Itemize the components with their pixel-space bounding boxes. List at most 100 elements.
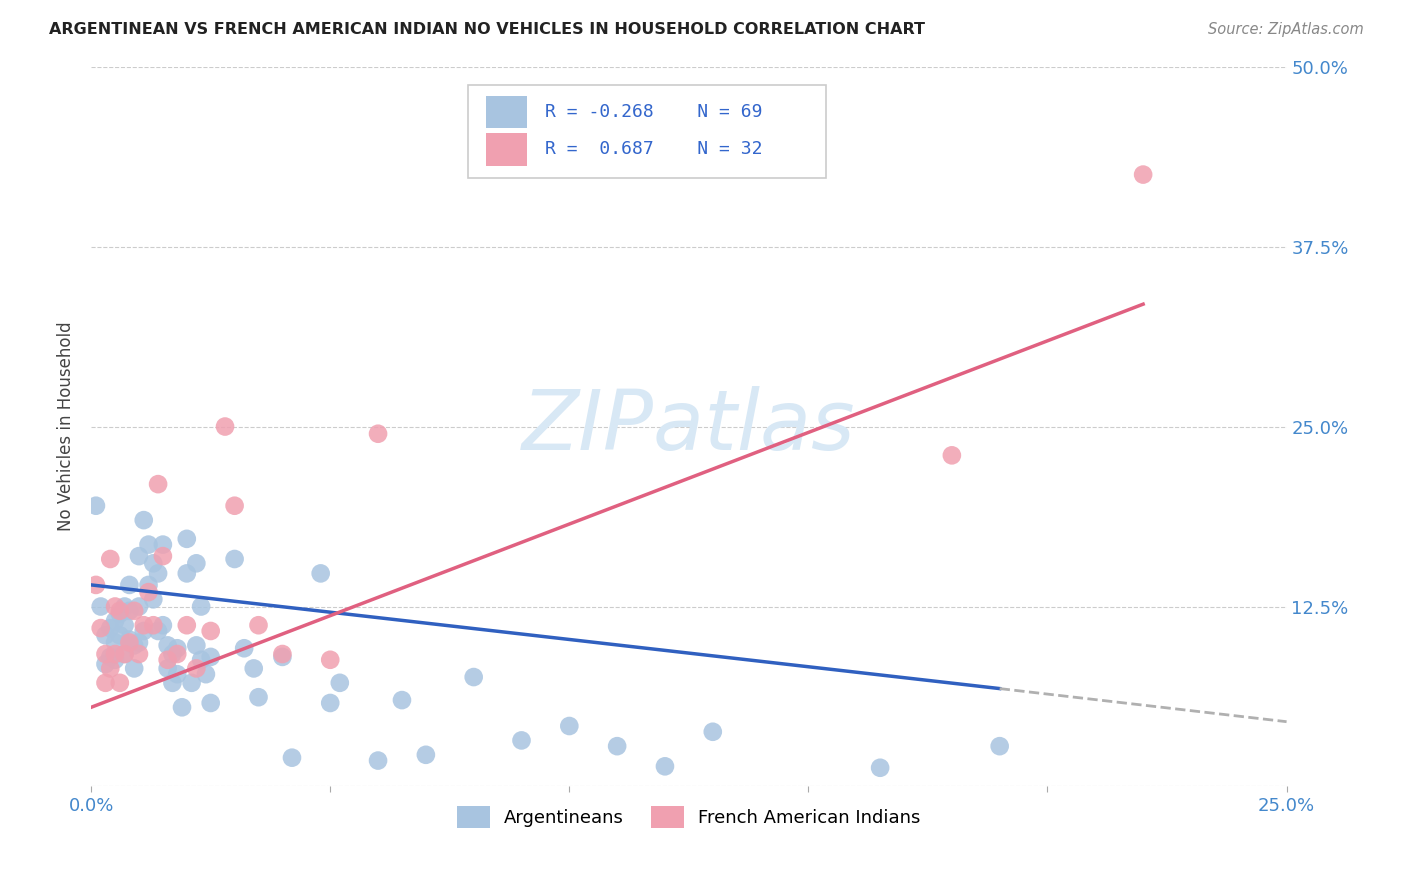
Point — [156, 653, 179, 667]
Point — [118, 635, 141, 649]
Text: ARGENTINEAN VS FRENCH AMERICAN INDIAN NO VEHICLES IN HOUSEHOLD CORRELATION CHART: ARGENTINEAN VS FRENCH AMERICAN INDIAN NO… — [49, 22, 925, 37]
Point — [94, 675, 117, 690]
Point — [309, 566, 332, 581]
Point — [128, 599, 150, 614]
Point — [271, 647, 294, 661]
Point — [214, 419, 236, 434]
Point — [122, 604, 145, 618]
Point — [98, 649, 121, 664]
Point — [118, 604, 141, 618]
Point — [152, 549, 174, 563]
Point — [166, 647, 188, 661]
Point — [122, 661, 145, 675]
FancyBboxPatch shape — [468, 85, 827, 178]
Point — [329, 675, 352, 690]
Point — [200, 649, 222, 664]
Point — [200, 624, 222, 638]
Point — [162, 675, 184, 690]
Point — [463, 670, 485, 684]
Point — [128, 647, 150, 661]
Point — [132, 513, 155, 527]
Point — [162, 647, 184, 661]
Point — [98, 552, 121, 566]
Point — [104, 614, 127, 628]
Text: R = -0.268    N = 69: R = -0.268 N = 69 — [546, 103, 763, 121]
Point — [869, 761, 891, 775]
Point — [98, 621, 121, 635]
Text: Source: ZipAtlas.com: Source: ZipAtlas.com — [1208, 22, 1364, 37]
Point — [156, 639, 179, 653]
Point — [281, 750, 304, 764]
Point — [146, 477, 169, 491]
Point — [104, 647, 127, 661]
Point — [94, 647, 117, 661]
Point — [247, 690, 270, 705]
Point — [1132, 168, 1154, 182]
Point — [186, 557, 208, 571]
Point — [94, 628, 117, 642]
Point — [90, 599, 112, 614]
Point — [146, 624, 169, 638]
Point — [654, 759, 676, 773]
Point — [108, 628, 131, 642]
Text: ZIPatlas: ZIPatlas — [522, 386, 856, 467]
FancyBboxPatch shape — [485, 95, 527, 128]
Legend: Argentineans, French American Indians: Argentineans, French American Indians — [450, 798, 928, 835]
Point — [114, 647, 136, 661]
Point — [166, 641, 188, 656]
Point — [146, 566, 169, 581]
Point — [94, 657, 117, 672]
Point — [558, 719, 581, 733]
Point — [90, 621, 112, 635]
Point — [319, 653, 342, 667]
Point — [702, 724, 724, 739]
Point — [108, 604, 131, 618]
Point — [367, 426, 389, 441]
Point — [98, 661, 121, 675]
Point — [132, 618, 155, 632]
Point — [176, 618, 198, 632]
Point — [166, 667, 188, 681]
Point — [190, 599, 212, 614]
Point — [190, 653, 212, 667]
Point — [176, 566, 198, 581]
Point — [142, 618, 165, 632]
Point — [128, 549, 150, 563]
Point — [152, 618, 174, 632]
Point — [128, 635, 150, 649]
Point — [138, 578, 160, 592]
Point — [114, 647, 136, 661]
Point — [606, 739, 628, 754]
Point — [142, 592, 165, 607]
Point — [186, 661, 208, 675]
Point — [186, 639, 208, 653]
Point — [367, 754, 389, 768]
Point — [122, 639, 145, 653]
Point — [108, 607, 131, 621]
Point — [200, 696, 222, 710]
Point — [391, 693, 413, 707]
Point — [242, 661, 264, 675]
Point — [132, 624, 155, 638]
Point — [224, 552, 246, 566]
Point — [194, 667, 217, 681]
Point — [104, 599, 127, 614]
Point — [988, 739, 1011, 754]
Text: R =  0.687    N = 32: R = 0.687 N = 32 — [546, 140, 763, 159]
Point — [114, 599, 136, 614]
Point — [84, 499, 107, 513]
Point — [104, 635, 127, 649]
Point — [319, 696, 342, 710]
Point — [138, 585, 160, 599]
Point — [138, 538, 160, 552]
Point — [233, 641, 256, 656]
Point — [156, 661, 179, 675]
Point — [142, 557, 165, 571]
Point — [941, 448, 963, 462]
Point — [271, 649, 294, 664]
Point — [114, 618, 136, 632]
Y-axis label: No Vehicles in Household: No Vehicles in Household — [58, 322, 75, 532]
Point — [84, 578, 107, 592]
FancyBboxPatch shape — [485, 133, 527, 166]
Point — [180, 675, 202, 690]
